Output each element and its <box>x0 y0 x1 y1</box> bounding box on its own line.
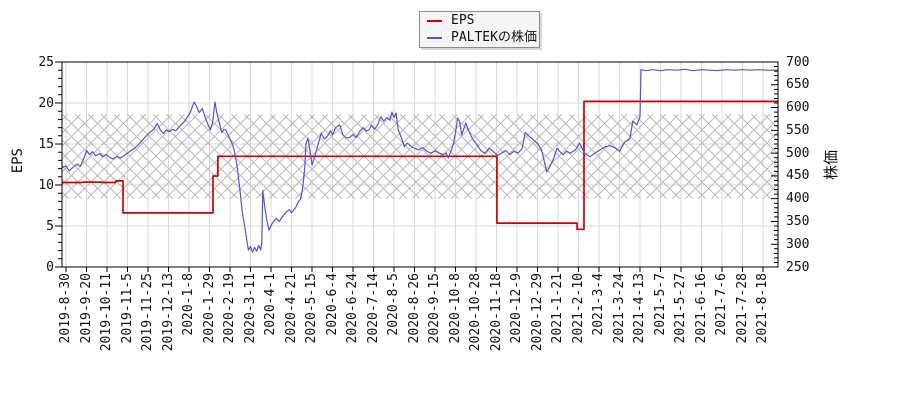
x-tick-label: 2021-2-10 <box>570 273 586 344</box>
x-tick-label: 2021-5-27 <box>673 273 688 344</box>
y-right-tick-label: 700 <box>786 54 810 70</box>
eps-line-swatch <box>427 20 442 23</box>
y-right-tick-label: 650 <box>786 77 810 93</box>
x-tick-label: 2021-4-13 <box>632 273 647 344</box>
y-right-tick-label: 250 <box>786 259 810 275</box>
x-tick-label: 2020-3-11 <box>242 273 258 344</box>
y-right-tick-label: 450 <box>786 168 810 184</box>
legend-label-eps: EPS <box>451 13 475 29</box>
x-tick-label: 2019-11-25 <box>140 273 155 352</box>
x-tick-label: 2020-6-24 <box>345 273 360 344</box>
left-axis-title: EPS <box>10 148 26 174</box>
x-tick-label: 2019-10-11 <box>99 273 114 352</box>
y-left-tick-label: 5 <box>46 218 54 234</box>
y-right-tick-label: 400 <box>786 191 810 207</box>
legend-item-eps: EPS <box>427 14 539 28</box>
y-right-tick-label: 500 <box>786 145 810 161</box>
right-axis-title: 株価 <box>822 150 840 181</box>
y-left-tick-label: 25 <box>38 54 54 70</box>
x-tick-label: 2020-8-5 <box>386 273 401 336</box>
x-tick-label: 2021-5-7 <box>652 273 668 336</box>
legend-item-stock: PALTEKの株価 <box>427 29 539 45</box>
x-tick-label: 2021-1-21 <box>550 273 565 344</box>
y-left-tick-label: 15 <box>38 136 54 152</box>
x-tick-label: 2020-1-8 <box>181 273 196 336</box>
x-tick-label: 2020-1-29 <box>201 273 217 344</box>
y-right-tick-label: 550 <box>786 122 810 138</box>
y-right-tick-label: 600 <box>786 100 810 116</box>
x-tick-label: 2021-6-16 <box>693 273 709 344</box>
x-tick-label: 2021-7-6 <box>714 273 729 336</box>
x-tick-label: 2021-3-24 <box>611 273 627 344</box>
legend-box: EPS PALTEKの株価 <box>419 11 540 48</box>
x-tick-label: 2019-11-5 <box>119 273 135 344</box>
x-tick-label: 2021-3-4 <box>591 273 606 336</box>
x-tick-label: 2020-10-28 <box>468 273 483 352</box>
x-tick-label: 2020-7-14 <box>365 273 381 344</box>
x-tick-label: 2020-10-8 <box>447 273 463 344</box>
x-tick-label: 2020-4-1 <box>263 273 278 336</box>
stock-line-swatch <box>427 36 442 39</box>
x-tick-label: 2019-12-13 <box>160 273 176 352</box>
x-tick-label: 2021-8-18 <box>755 273 770 344</box>
x-tick-label: 2019-8-30 <box>58 273 73 344</box>
legend-label-stock: PALTEKの株価 <box>451 29 537 45</box>
x-tick-label: 2021-7-28 <box>734 273 750 344</box>
x-tick-label: 2019-9-20 <box>78 273 94 344</box>
x-tick-label: 2020-5-15 <box>304 273 319 344</box>
x-tick-label: 2020-11-18 <box>488 273 504 352</box>
x-tick-label: 2020-12-9 <box>509 273 524 344</box>
x-tick-label: 2020-2-19 <box>222 273 237 344</box>
x-tick-label: 2020-6-4 <box>324 273 340 336</box>
x-tick-label: 2020-12-29 <box>529 273 545 352</box>
y-left-tick-label: 0 <box>46 259 54 275</box>
x-tick-label: 2020-9-15 <box>427 273 442 344</box>
y-left-tick-label: 10 <box>38 177 54 193</box>
x-tick-label: 2020-4-21 <box>283 273 299 344</box>
y-left-tick-label: 20 <box>38 95 54 111</box>
y-right-tick-label: 350 <box>786 213 810 229</box>
x-tick-label: 2020-8-26 <box>406 273 422 344</box>
y-right-tick-label: 300 <box>786 236 810 252</box>
